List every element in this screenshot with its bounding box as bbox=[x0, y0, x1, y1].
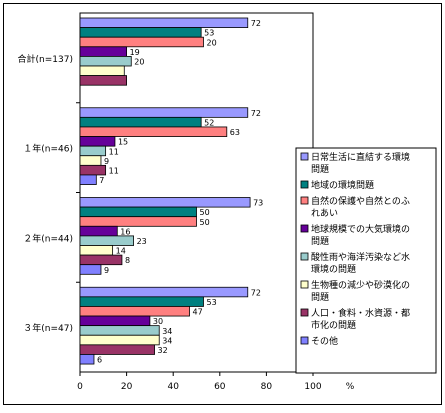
legend-label: 自然の保護や自然とのふれあい bbox=[311, 195, 410, 219]
data-label: 23 bbox=[137, 237, 147, 246]
bar bbox=[79, 315, 151, 327]
data-label: 11 bbox=[109, 147, 119, 156]
bar bbox=[79, 27, 202, 38]
bar bbox=[79, 116, 202, 128]
category-label: ３年(n=47) bbox=[23, 322, 73, 334]
legend-label: 人口・食料・水資源・都市化の問題 bbox=[311, 307, 410, 331]
bar bbox=[79, 286, 249, 298]
category-label: ２年(n=44) bbox=[23, 232, 73, 244]
data-label: 72 bbox=[251, 19, 261, 28]
x-tick-label: 0 bbox=[77, 382, 83, 392]
legend-swatch bbox=[300, 308, 309, 317]
data-label: 6 bbox=[97, 356, 102, 365]
data-label: 11 bbox=[109, 166, 119, 175]
x-tick-label: 20 bbox=[121, 382, 133, 392]
bar bbox=[79, 264, 102, 275]
bar bbox=[79, 225, 118, 237]
bar bbox=[79, 17, 249, 29]
bar bbox=[79, 334, 160, 346]
legend-label: 地球規模での大気環境の問題 bbox=[311, 223, 410, 247]
data-label: 7 bbox=[99, 176, 104, 185]
data-label: 32 bbox=[158, 346, 168, 355]
bar bbox=[79, 126, 228, 137]
bar bbox=[79, 296, 204, 307]
data-label: 53 bbox=[204, 29, 214, 38]
data-label: 8 bbox=[125, 256, 130, 265]
x-tick-label: 60 bbox=[214, 382, 226, 392]
legend-label: その他 bbox=[311, 335, 338, 347]
bar bbox=[79, 145, 107, 157]
legend-swatch bbox=[300, 224, 309, 233]
data-label: 20 bbox=[206, 38, 216, 47]
data-label: 50 bbox=[200, 208, 210, 217]
bar bbox=[79, 136, 116, 147]
data-label: 73 bbox=[253, 199, 263, 208]
bar bbox=[79, 325, 160, 336]
data-label: 72 bbox=[251, 288, 261, 297]
bar bbox=[79, 174, 97, 185]
legend-label: 地域の環境問題 bbox=[311, 179, 374, 191]
legend-swatch bbox=[300, 252, 309, 261]
bar bbox=[79, 344, 155, 355]
data-label: 15 bbox=[118, 138, 128, 147]
legend: 日常生活に直結する環境問題地域の環境問題自然の保護や自然とのふれあい地球規模での… bbox=[295, 147, 437, 374]
bar bbox=[79, 164, 107, 176]
legend-label: 生物種の減少や砂漠化の問題 bbox=[311, 279, 410, 303]
data-label: 72 bbox=[251, 109, 261, 118]
bar bbox=[79, 75, 127, 86]
data-label: 16 bbox=[120, 227, 130, 236]
legend-swatch bbox=[300, 180, 309, 189]
legend-swatch bbox=[300, 336, 309, 345]
chart-border bbox=[3, 3, 442, 405]
data-label: 53 bbox=[206, 298, 216, 307]
plot-area: 合計(n=137)7253201920１年(n=46)7252631511911… bbox=[3, 3, 442, 405]
bar bbox=[79, 245, 114, 256]
x-tick-label: 80 bbox=[261, 382, 273, 392]
bar bbox=[79, 216, 197, 227]
x-tick-label: 100 bbox=[304, 382, 321, 392]
data-label: 47 bbox=[193, 308, 203, 317]
bar bbox=[79, 254, 123, 266]
bar bbox=[79, 206, 197, 218]
data-label: 14 bbox=[116, 247, 126, 256]
bar bbox=[79, 65, 125, 77]
bar bbox=[79, 155, 102, 166]
bar bbox=[79, 107, 249, 118]
x-unit-label: % bbox=[346, 382, 355, 392]
legend-swatch bbox=[300, 152, 309, 161]
category-label: 合計(n=137) bbox=[18, 53, 73, 65]
data-label: 63 bbox=[230, 128, 240, 137]
data-label: 34 bbox=[162, 327, 172, 336]
x-tick-label: 40 bbox=[167, 382, 179, 392]
data-label: 19 bbox=[130, 48, 140, 57]
legend-swatch bbox=[300, 196, 309, 205]
data-label: 9 bbox=[104, 266, 109, 275]
bar bbox=[79, 197, 251, 208]
legend-swatch bbox=[300, 280, 309, 289]
bar bbox=[79, 306, 190, 317]
bar bbox=[79, 354, 95, 365]
bar bbox=[79, 36, 204, 48]
data-label: 30 bbox=[153, 317, 163, 326]
category-label: １年(n=46) bbox=[23, 143, 73, 155]
data-label: 34 bbox=[162, 336, 172, 345]
legend-label: 日常生活に直結する環境問題 bbox=[311, 151, 410, 175]
bar bbox=[79, 235, 134, 246]
bar bbox=[79, 46, 127, 57]
data-label: 20 bbox=[134, 58, 144, 67]
legend-box bbox=[295, 147, 437, 374]
data-label: 52 bbox=[204, 118, 214, 127]
data-label: 9 bbox=[104, 157, 109, 166]
data-label: 50 bbox=[200, 218, 210, 227]
legend-label: 酸性雨や海洋汚染など水環境の問題 bbox=[311, 251, 410, 275]
bar bbox=[79, 56, 132, 67]
